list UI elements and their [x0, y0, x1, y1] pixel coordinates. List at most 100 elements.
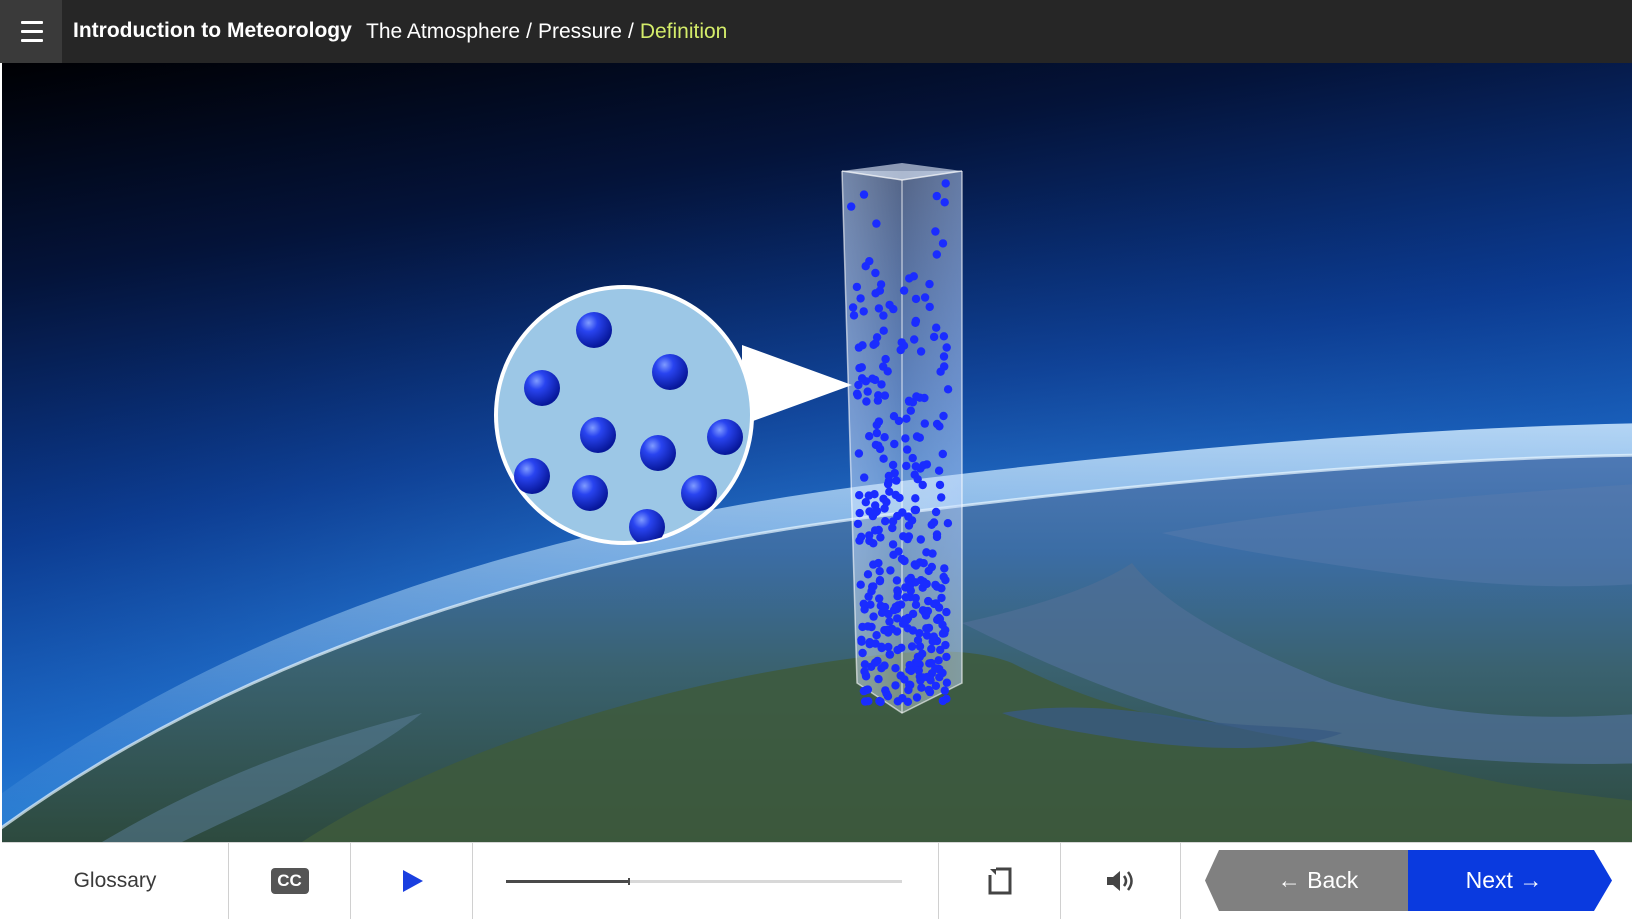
air-molecule-dot	[884, 642, 893, 652]
progress-track[interactable]	[506, 878, 902, 885]
air-molecule-dot	[932, 250, 941, 259]
air-molecule-dot	[885, 300, 894, 310]
air-molecule-dot	[934, 466, 944, 475]
air-molecule-dot	[881, 517, 890, 526]
glossary-button[interactable]: Glossary	[2, 843, 229, 919]
air-molecule-dot	[935, 480, 945, 490]
air-molecule-dot	[892, 576, 902, 585]
air-molecule-dot	[939, 411, 948, 421]
air-molecule-dot	[942, 607, 951, 617]
air-molecule-dot	[858, 648, 867, 658]
air-molecule-dot	[915, 629, 924, 638]
play-icon	[402, 870, 423, 892]
air-molecule-dot	[872, 631, 881, 640]
air-molecule-dot	[871, 268, 880, 278]
air-molecule-dot	[879, 326, 888, 335]
air-molecule-dot	[854, 449, 864, 458]
air-molecule-dot	[883, 692, 893, 701]
lesson-slide	[2, 63, 1632, 842]
air-molecule-dot	[912, 392, 921, 401]
air-molecule-dot	[920, 293, 930, 302]
air-molecule-dot	[906, 406, 915, 415]
fullscreen-button[interactable]	[939, 843, 1061, 919]
air-molecule-dot	[865, 507, 874, 516]
air-molecule-dot	[943, 385, 953, 394]
air-molecule-dot	[857, 635, 866, 644]
air-molecule-dot	[920, 419, 929, 428]
air-molecule-dot	[896, 345, 905, 355]
air-molecule-dot	[911, 294, 921, 304]
air-molecule-dot	[863, 685, 873, 694]
air-molecule-dot	[889, 550, 898, 559]
air-molecule-dot	[924, 623, 934, 633]
molecule-sphere	[652, 354, 688, 390]
air-molecule-dot	[884, 609, 893, 619]
air-molecule-dot	[924, 685, 933, 695]
air-molecule-dot	[861, 671, 871, 680]
air-molecule-dot	[932, 530, 942, 539]
air-molecule-dot	[900, 675, 909, 684]
molecule-sphere	[580, 417, 616, 453]
air-molecule-dot	[861, 377, 871, 386]
air-molecule-dot	[918, 649, 927, 658]
play-button[interactable]	[351, 843, 473, 919]
air-molecule-dot	[908, 626, 918, 635]
air-molecule-dot	[875, 577, 885, 586]
air-molecule-dot	[913, 475, 922, 484]
air-molecule-dot	[893, 511, 902, 521]
progress-handle[interactable]	[627, 878, 630, 885]
air-molecule-dot	[931, 599, 941, 608]
air-molecule-dot	[901, 434, 910, 443]
air-molecule-dot	[927, 658, 936, 668]
volume-icon	[1106, 871, 1133, 891]
air-molecule-dot	[911, 600, 921, 609]
air-molecule-dot	[892, 604, 902, 614]
air-molecule-dot	[905, 581, 915, 591]
air-molecule-dot	[941, 640, 950, 650]
air-molecule-dot	[910, 505, 919, 515]
air-molecule-dot	[938, 668, 947, 678]
air-molecule-dot	[892, 476, 901, 485]
air-molecule-dot	[859, 599, 868, 608]
air-molecule-dot	[899, 286, 909, 295]
air-molecule-dot	[915, 642, 925, 651]
air-molecule-dot	[883, 367, 892, 376]
air-molecule-dot	[879, 454, 888, 463]
hamburger-menu-icon[interactable]	[0, 0, 62, 63]
back-button[interactable]: ← Back	[1205, 850, 1417, 911]
air-molecule-dot	[852, 282, 862, 292]
air-molecule-dot	[897, 554, 907, 564]
air-molecule-dot	[868, 374, 877, 383]
air-molecule-dot	[919, 577, 928, 586]
next-button[interactable]: Next →	[1408, 850, 1612, 911]
air-molecule-dot	[871, 289, 880, 298]
air-molecule-dot	[891, 664, 900, 673]
air-molecule-dot	[931, 580, 940, 590]
breadcrumb-separator: /	[627, 20, 634, 43]
air-molecule-dot	[902, 461, 911, 471]
air-molecule-dot	[906, 573, 915, 583]
volume-button[interactable]	[1061, 843, 1181, 919]
air-molecule-dot	[880, 661, 889, 670]
progress-bar[interactable]	[473, 843, 939, 919]
air-molecule-dot	[916, 535, 925, 544]
air-molecule-dot	[941, 179, 950, 188]
closed-captions-button[interactable]: CC	[229, 843, 351, 919]
air-molecule-dot	[865, 257, 874, 266]
air-molecule-dot	[938, 239, 948, 248]
air-molecule-dot	[931, 507, 941, 517]
air-molecule-dot	[938, 449, 947, 459]
air-molecule-dot	[894, 416, 904, 426]
air-molecule-dot	[928, 549, 937, 558]
molecule-sphere	[640, 435, 676, 471]
breadcrumb-current: Definition	[639, 20, 728, 43]
air-molecules	[847, 179, 953, 707]
air-molecule-dot	[864, 491, 873, 500]
air-molecule-dot	[897, 338, 906, 347]
air-molecule-dot	[848, 303, 858, 312]
air-molecule-dot	[875, 444, 885, 454]
air-molecule-dot	[888, 523, 897, 533]
player-controls: Glossary CC	[2, 842, 1632, 919]
air-molecule-dot	[891, 681, 900, 690]
air-molecule-dot	[886, 566, 895, 575]
